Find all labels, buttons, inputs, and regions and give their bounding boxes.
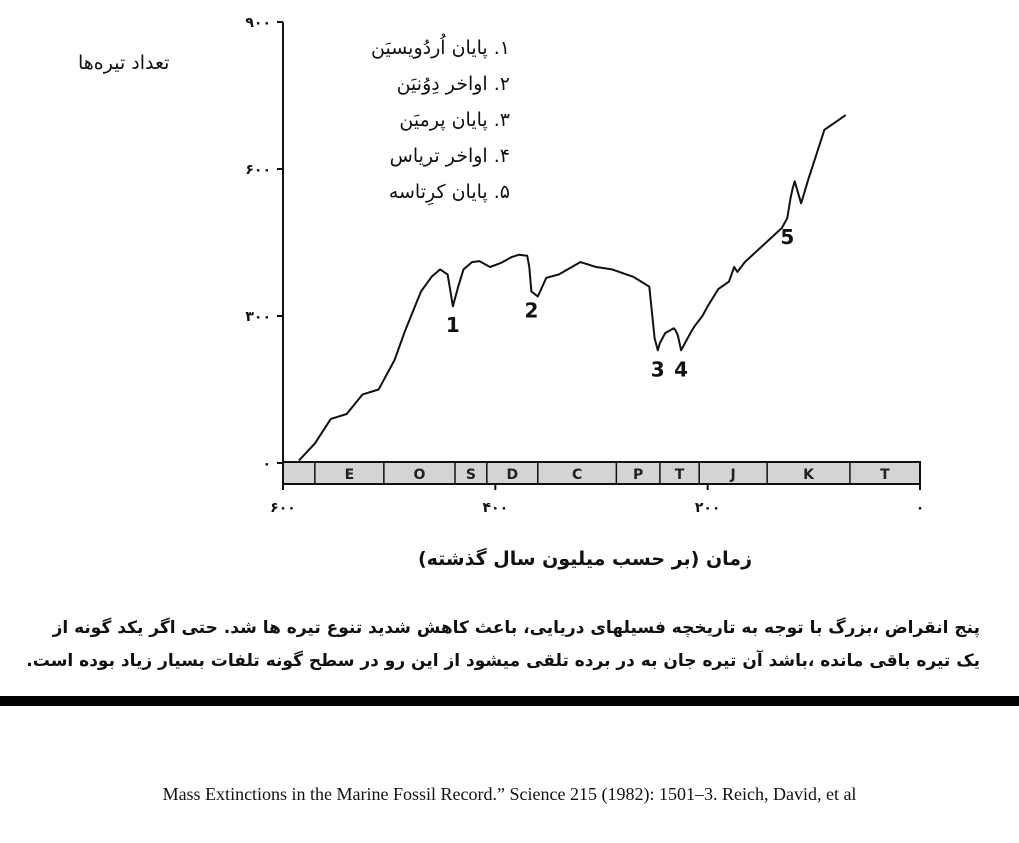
period-label: O (413, 467, 425, 483)
y-tick-label: ۰ (262, 456, 271, 472)
period-label: K (803, 467, 815, 483)
x-tick-label: ۰ (916, 500, 925, 516)
period-label: T (880, 467, 890, 483)
timescale-band (282, 461, 921, 485)
period-label: J (730, 467, 736, 483)
x-tick-label: ۲۰۰ (695, 500, 721, 516)
legend-item-5: ۵. پایان کرِتاسه (388, 181, 510, 203)
period-label: T (675, 467, 685, 483)
legend: ۱. پایان اُردُویسیَن ۲. اواخر دِوُنیَن ۳… (320, 30, 510, 210)
citation: Mass Extinctions in the Marine Fossil Re… (162, 784, 857, 804)
period-label: S (466, 467, 476, 483)
period-label: P (633, 467, 643, 483)
axis-ticks: ۰ ۳۰۰ ۶۰۰ ۹۰۰ ۶۰۰ ۴۰۰ ۲۰۰ ۰ (245, 15, 924, 516)
series-line (298, 114, 847, 462)
period-label: C (572, 467, 582, 483)
x-tick-label: ۴۰۰ (483, 500, 509, 516)
period-label: E (345, 467, 355, 483)
x-tick-label: ۶۰۰ (270, 500, 296, 516)
extinction-markers: 1 2 3 4 5 (446, 225, 794, 381)
divider-rule (0, 696, 1019, 706)
caption-line-2: یک تیره باقی مانده ،باشد آن تیره جان به … (26, 651, 980, 671)
chart: E O S D C P T J K T ۰ ۳۰۰ ۶۰۰ ۹۰۰ ۶۰۰ ۴۰۰ ۲۰۰ ۰ 1 2 3 4 5 (245, 15, 924, 516)
extinction-label: 1 (446, 313, 460, 337)
x-axis-label: زمان (بر حسب میلیون سال گذشته) (417, 548, 753, 570)
extinction-label: 2 (524, 299, 538, 323)
y-axis-label: تعداد تیره‌ها (78, 52, 170, 74)
caption-line-1: پنج انقراض ،بزرگ با توجه به تاریخچه فسیل… (52, 618, 980, 638)
legend-item-3: ۳. پایان پرمیَن (399, 109, 510, 131)
y-tick-label: ۹۰۰ (245, 15, 271, 31)
legend-item-2: ۲. اواخر دِوُنیَن (396, 73, 510, 95)
period-label: D (507, 467, 519, 483)
extinction-label: 5 (780, 225, 794, 249)
y-tick-label: ۶۰۰ (245, 162, 271, 178)
legend-item-4: ۴. اواخر تریاس (389, 145, 510, 167)
y-tick-label: ۳۰۰ (245, 309, 271, 325)
extinction-label: 4 (674, 357, 688, 381)
caption: پنج انقراض ،بزرگ با توجه به تاریخچه فسیل… (20, 612, 980, 678)
extinction-label: 3 (651, 357, 665, 381)
legend-item-1: ۱. پایان اُردُویسیَن (371, 37, 510, 59)
